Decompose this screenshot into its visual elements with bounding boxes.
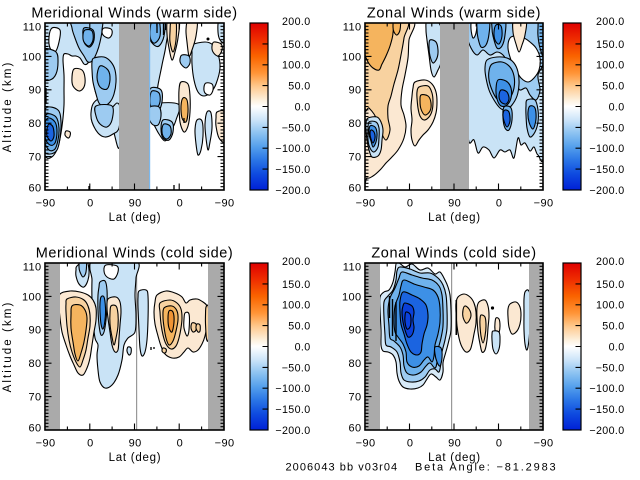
svg-text:60: 60	[28, 423, 41, 435]
svg-text:−90: −90	[356, 198, 376, 210]
svg-text:Lat (deg): Lat (deg)	[428, 452, 481, 464]
svg-text:80: 80	[348, 118, 361, 130]
svg-text:0.0: 0.0	[295, 101, 311, 113]
svg-text:0: 0	[407, 198, 414, 210]
svg-text:0: 0	[496, 438, 503, 450]
svg-text:90: 90	[129, 438, 142, 450]
svg-text:−200.0: −200.0	[275, 425, 310, 437]
svg-text:−90: −90	[534, 198, 554, 210]
svg-text:0.0: 0.0	[609, 101, 625, 113]
svg-text:−200.0: −200.0	[275, 185, 310, 197]
svg-text:0: 0	[177, 438, 184, 450]
svg-text:90: 90	[28, 325, 41, 337]
svg-text:−200.0: −200.0	[589, 425, 624, 437]
svg-text:−150.0: −150.0	[275, 404, 310, 416]
svg-text:60: 60	[28, 183, 41, 195]
svg-text:−50.0: −50.0	[596, 362, 625, 374]
svg-text:−100.0: −100.0	[589, 383, 624, 395]
svg-text:−90: −90	[356, 438, 376, 450]
svg-text:110: 110	[343, 22, 362, 34]
svg-text:0: 0	[496, 198, 503, 210]
svg-text:Altitude (km): Altitude (km)	[2, 61, 14, 153]
svg-text:100.0: 100.0	[596, 60, 625, 72]
svg-text:Meridional Winds (cold side): Meridional Winds (cold side)	[36, 246, 234, 262]
svg-text:100: 100	[342, 291, 362, 303]
svg-text:90: 90	[348, 85, 361, 97]
svg-text:70: 70	[28, 392, 41, 404]
svg-text:−90: −90	[215, 438, 235, 450]
svg-text:50.0: 50.0	[288, 81, 310, 93]
svg-text:100.0: 100.0	[596, 300, 625, 312]
svg-text:Altitude (km): Altitude (km)	[2, 301, 14, 393]
svg-text:−100.0: −100.0	[275, 383, 310, 395]
svg-text:70: 70	[348, 152, 361, 164]
svg-text:70: 70	[28, 152, 41, 164]
svg-text:50.0: 50.0	[602, 321, 624, 333]
svg-text:200.0: 200.0	[282, 256, 311, 268]
svg-text:Lat (deg): Lat (deg)	[109, 452, 162, 464]
svg-text:110: 110	[23, 262, 42, 274]
svg-text:Zonal Winds (cold side): Zonal Winds (cold side)	[371, 246, 536, 262]
svg-text:80: 80	[348, 358, 361, 370]
svg-text:0.0: 0.0	[295, 341, 311, 353]
svg-text:100.0: 100.0	[282, 300, 311, 312]
svg-text:Meridional Winds (warm side): Meridional Winds (warm side)	[31, 6, 237, 22]
svg-text:90: 90	[448, 438, 461, 450]
svg-text:−50.0: −50.0	[596, 122, 625, 134]
svg-text:0: 0	[87, 198, 94, 210]
svg-text:−90: −90	[36, 438, 56, 450]
svg-text:−50.0: −50.0	[282, 122, 311, 134]
svg-text:60: 60	[348, 183, 361, 195]
svg-text:90: 90	[348, 325, 361, 337]
svg-text:200.0: 200.0	[596, 16, 625, 28]
svg-text:−150.0: −150.0	[589, 164, 624, 176]
svg-text:110: 110	[343, 262, 362, 274]
svg-text:−90: −90	[36, 198, 56, 210]
svg-text:−200.0: −200.0	[589, 185, 624, 197]
svg-text:0: 0	[177, 198, 184, 210]
svg-text:60: 60	[348, 423, 361, 435]
svg-text:0: 0	[407, 438, 414, 450]
svg-text:−150.0: −150.0	[589, 404, 624, 416]
svg-text:−100.0: −100.0	[275, 143, 310, 155]
svg-text:Zonal Winds (warm side): Zonal Winds (warm side)	[367, 6, 541, 22]
svg-text:2006043 bb v03r04: 2006043 bb v03r04	[286, 462, 399, 474]
svg-text:100.0: 100.0	[282, 60, 311, 72]
svg-text:−150.0: −150.0	[275, 164, 310, 176]
svg-text:150.0: 150.0	[596, 279, 625, 291]
svg-text:150.0: 150.0	[282, 279, 311, 291]
svg-text:90: 90	[448, 198, 461, 210]
svg-text:150.0: 150.0	[596, 39, 625, 51]
svg-text:−90: −90	[534, 438, 554, 450]
svg-text:−100.0: −100.0	[589, 143, 624, 155]
svg-text:100: 100	[22, 291, 42, 303]
svg-text:100: 100	[342, 51, 362, 63]
svg-text:Lat (deg): Lat (deg)	[428, 212, 481, 224]
svg-text:Beta Angle: −81.2983: Beta Angle: −81.2983	[415, 462, 558, 474]
svg-text:50.0: 50.0	[602, 81, 624, 93]
svg-text:110: 110	[23, 22, 42, 34]
svg-text:50.0: 50.0	[288, 321, 310, 333]
svg-text:0: 0	[87, 438, 94, 450]
svg-text:−90: −90	[215, 198, 235, 210]
svg-text:Lat (deg): Lat (deg)	[109, 212, 162, 224]
svg-text:70: 70	[348, 392, 361, 404]
svg-text:200.0: 200.0	[282, 16, 311, 28]
svg-text:−50.0: −50.0	[282, 362, 311, 374]
svg-text:90: 90	[129, 198, 142, 210]
svg-text:80: 80	[28, 358, 41, 370]
svg-text:0.0: 0.0	[609, 341, 625, 353]
svg-text:200.0: 200.0	[596, 256, 625, 268]
svg-text:80: 80	[28, 118, 41, 130]
svg-text:100: 100	[22, 51, 42, 63]
svg-text:150.0: 150.0	[282, 39, 311, 51]
svg-text:90: 90	[28, 85, 41, 97]
